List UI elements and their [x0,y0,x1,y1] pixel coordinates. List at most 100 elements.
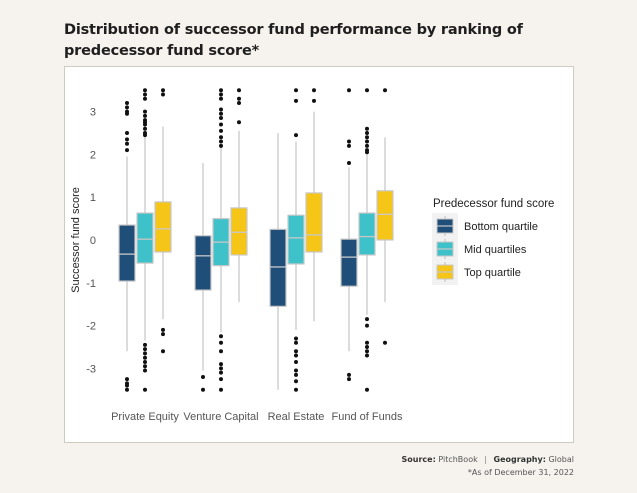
y-tick-label: -2 [86,321,96,333]
box-group-venture-capital [194,88,248,392]
outlier-point [294,88,298,93]
footer: Source: PitchBook | Geography: Global *A… [402,453,574,479]
outlier-point [294,133,298,138]
outlier-point [237,88,241,93]
box-group-private-equity [118,88,172,392]
outlier-point [383,88,387,93]
outlier-point [219,387,223,392]
outlier-point [219,116,223,121]
box-bottom-quartile [340,88,358,382]
outlier-point [219,96,223,101]
box-top-quartile [376,88,394,345]
iqr-box [154,201,172,253]
y-tick-label: -3 [86,363,96,375]
outlier-point [219,107,223,112]
source-value: PitchBook [438,455,478,464]
outlier-point [143,364,147,369]
outlier-point [143,342,147,347]
outlier-point [365,88,369,93]
outlier-point [347,377,351,382]
outlier-point [365,345,369,349]
legend-title: Predecessor fund score [433,198,554,210]
legend-item-mid-quartiles: Mid quartiles [436,239,527,259]
iqr-box [230,207,248,256]
outlier-point [143,347,147,352]
outlier-point [125,101,129,106]
outlier-point [161,332,165,337]
outlier-point [365,323,369,328]
outlier-point [219,143,223,148]
iqr-box [136,212,154,264]
outlier-point [219,111,223,116]
outlier-point [365,340,369,345]
iqr-box [376,190,394,241]
outlier-point [219,122,223,127]
y-tick-label: -1 [86,278,96,290]
outlier-point [219,334,223,339]
legend-label: Mid quartiles [464,244,527,256]
outlier-point [143,92,147,97]
outlier-point [294,349,298,354]
box-bottom-quartile [269,133,287,390]
outlier-point [219,139,223,144]
y-tick-label: 3 [90,107,96,119]
box-mid-quartiles [358,88,376,392]
outlier-point [143,126,147,131]
box-top-quartile [154,88,172,354]
iqr-box [358,212,376,256]
outlier-point [347,143,351,148]
outlier-point [347,372,351,377]
outlier-point [143,88,147,93]
legend-label: Top quartile [464,267,521,279]
geography-value: Global [548,455,574,464]
outlier-point [294,387,298,392]
box-group-real-estate [269,88,323,392]
iqr-box [340,238,358,287]
box-bottom-quartile [118,101,136,392]
outlier-point [161,327,165,332]
box-top-quartile [230,88,248,303]
outlier-point [237,101,241,106]
source-line: Source: PitchBook | Geography: Global [402,453,574,466]
y-axis-label: Successor fund score [70,187,82,293]
legend-label: Bottom quartile [464,221,538,233]
outlier-point [219,135,223,140]
box-bottom-quartile [194,162,212,392]
chart-title: Distribution of successor fund performan… [64,22,523,59]
outlier-point [143,359,147,364]
outlier-point [365,143,369,148]
outlier-point [294,336,298,341]
iqr-box [269,228,287,307]
outlier-point [161,349,165,354]
outlier-point [125,377,129,382]
outlier-point [125,105,129,110]
outlier-point [219,128,223,133]
legend: Predecessor fund score Bottom quartile Mid… [432,198,554,285]
legend-item-top-quartile: Top quartile [436,262,521,282]
outlier-point [365,353,369,358]
outlier-point [365,131,369,135]
as-of-note: *As of December 31, 2022 [467,468,574,477]
outlier-point [143,122,147,127]
outlier-point [219,92,223,97]
outlier-point [312,98,316,103]
outlier-point [143,351,147,356]
outlier-point [219,88,223,93]
outlier-point [143,113,147,118]
box-mid-quartiles [136,88,154,392]
outlier-point [219,370,223,375]
outlier-point [125,387,129,392]
x-tick-label: Private Equity [111,411,179,423]
outlier-point [294,359,298,364]
outlier-point [143,96,147,101]
outlier-point [161,88,165,93]
outlier-point [161,92,165,97]
box-top-quartile [305,88,323,322]
outlier-point [125,111,129,116]
y-tick-label: 0 [90,235,96,247]
box-group-fund-of-funds [340,88,394,392]
outlier-point [365,349,369,354]
y-axis: 3 2 1 0 -1 -2 -3 [86,107,96,376]
outlier-point [219,362,223,367]
